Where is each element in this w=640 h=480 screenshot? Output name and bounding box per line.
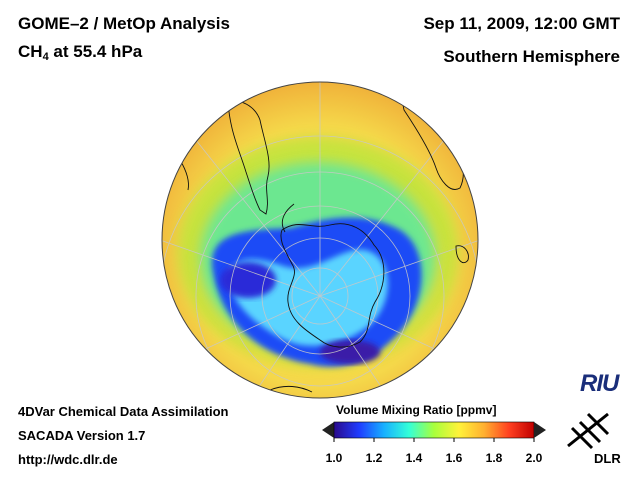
colorbar-tick-label: 1.8 (485, 451, 503, 465)
graticule (162, 82, 478, 398)
colorbar-over-arrow (534, 422, 546, 438)
coastlines (179, 89, 469, 393)
datetime-label: Sep 11, 2009, 12:00 GMT (423, 14, 620, 33)
south-america-coast (227, 100, 270, 215)
vortex-minimum-west (220, 262, 276, 298)
footer-url: http://wdc.dlr.de (18, 452, 118, 467)
antarctica-coast (280, 223, 385, 348)
colorbar-ramp (333, 421, 535, 439)
colorbar-ticks (333, 438, 535, 442)
species-level: at 55.4 hPa (48, 42, 143, 61)
vortex-minimum-south (320, 340, 380, 364)
dlr-logo-icon (567, 412, 610, 450)
dlr-logo-text: DLR (594, 451, 621, 466)
colorbar-tick-label: 1.4 (405, 451, 423, 465)
colorbar-tick-label: 1.0 (325, 451, 343, 465)
globe-map (161, 81, 479, 399)
colorbar-tick-label: 1.6 (445, 451, 463, 465)
madagascar-coast (455, 245, 469, 264)
australia-coast (269, 385, 313, 393)
species-label: CH4 at 55.4 hPa (18, 42, 142, 63)
colorbar-title: Volume Mixing Ratio [ppmv] (336, 403, 497, 417)
colorbar-tick-label: 2.0 (525, 451, 543, 465)
colorbar-tick-label: 1.2 (365, 451, 383, 465)
riu-logo: RIU (580, 370, 619, 397)
species-subscript: 4 (42, 51, 49, 63)
footer-line-1: 4DVar Chemical Data Assimilation (18, 404, 229, 419)
footer-line-2: SACADA Version 1.7 (18, 428, 146, 443)
antarctic-peninsula (281, 203, 295, 233)
globe-outline (161, 81, 479, 399)
species-main: CH (18, 42, 43, 61)
colorbar (322, 421, 546, 442)
region-label: Southern Hemisphere (443, 47, 620, 66)
map-title: GOME–2 / MetOp Analysis (18, 14, 230, 33)
colorbar-under-arrow (322, 422, 334, 438)
